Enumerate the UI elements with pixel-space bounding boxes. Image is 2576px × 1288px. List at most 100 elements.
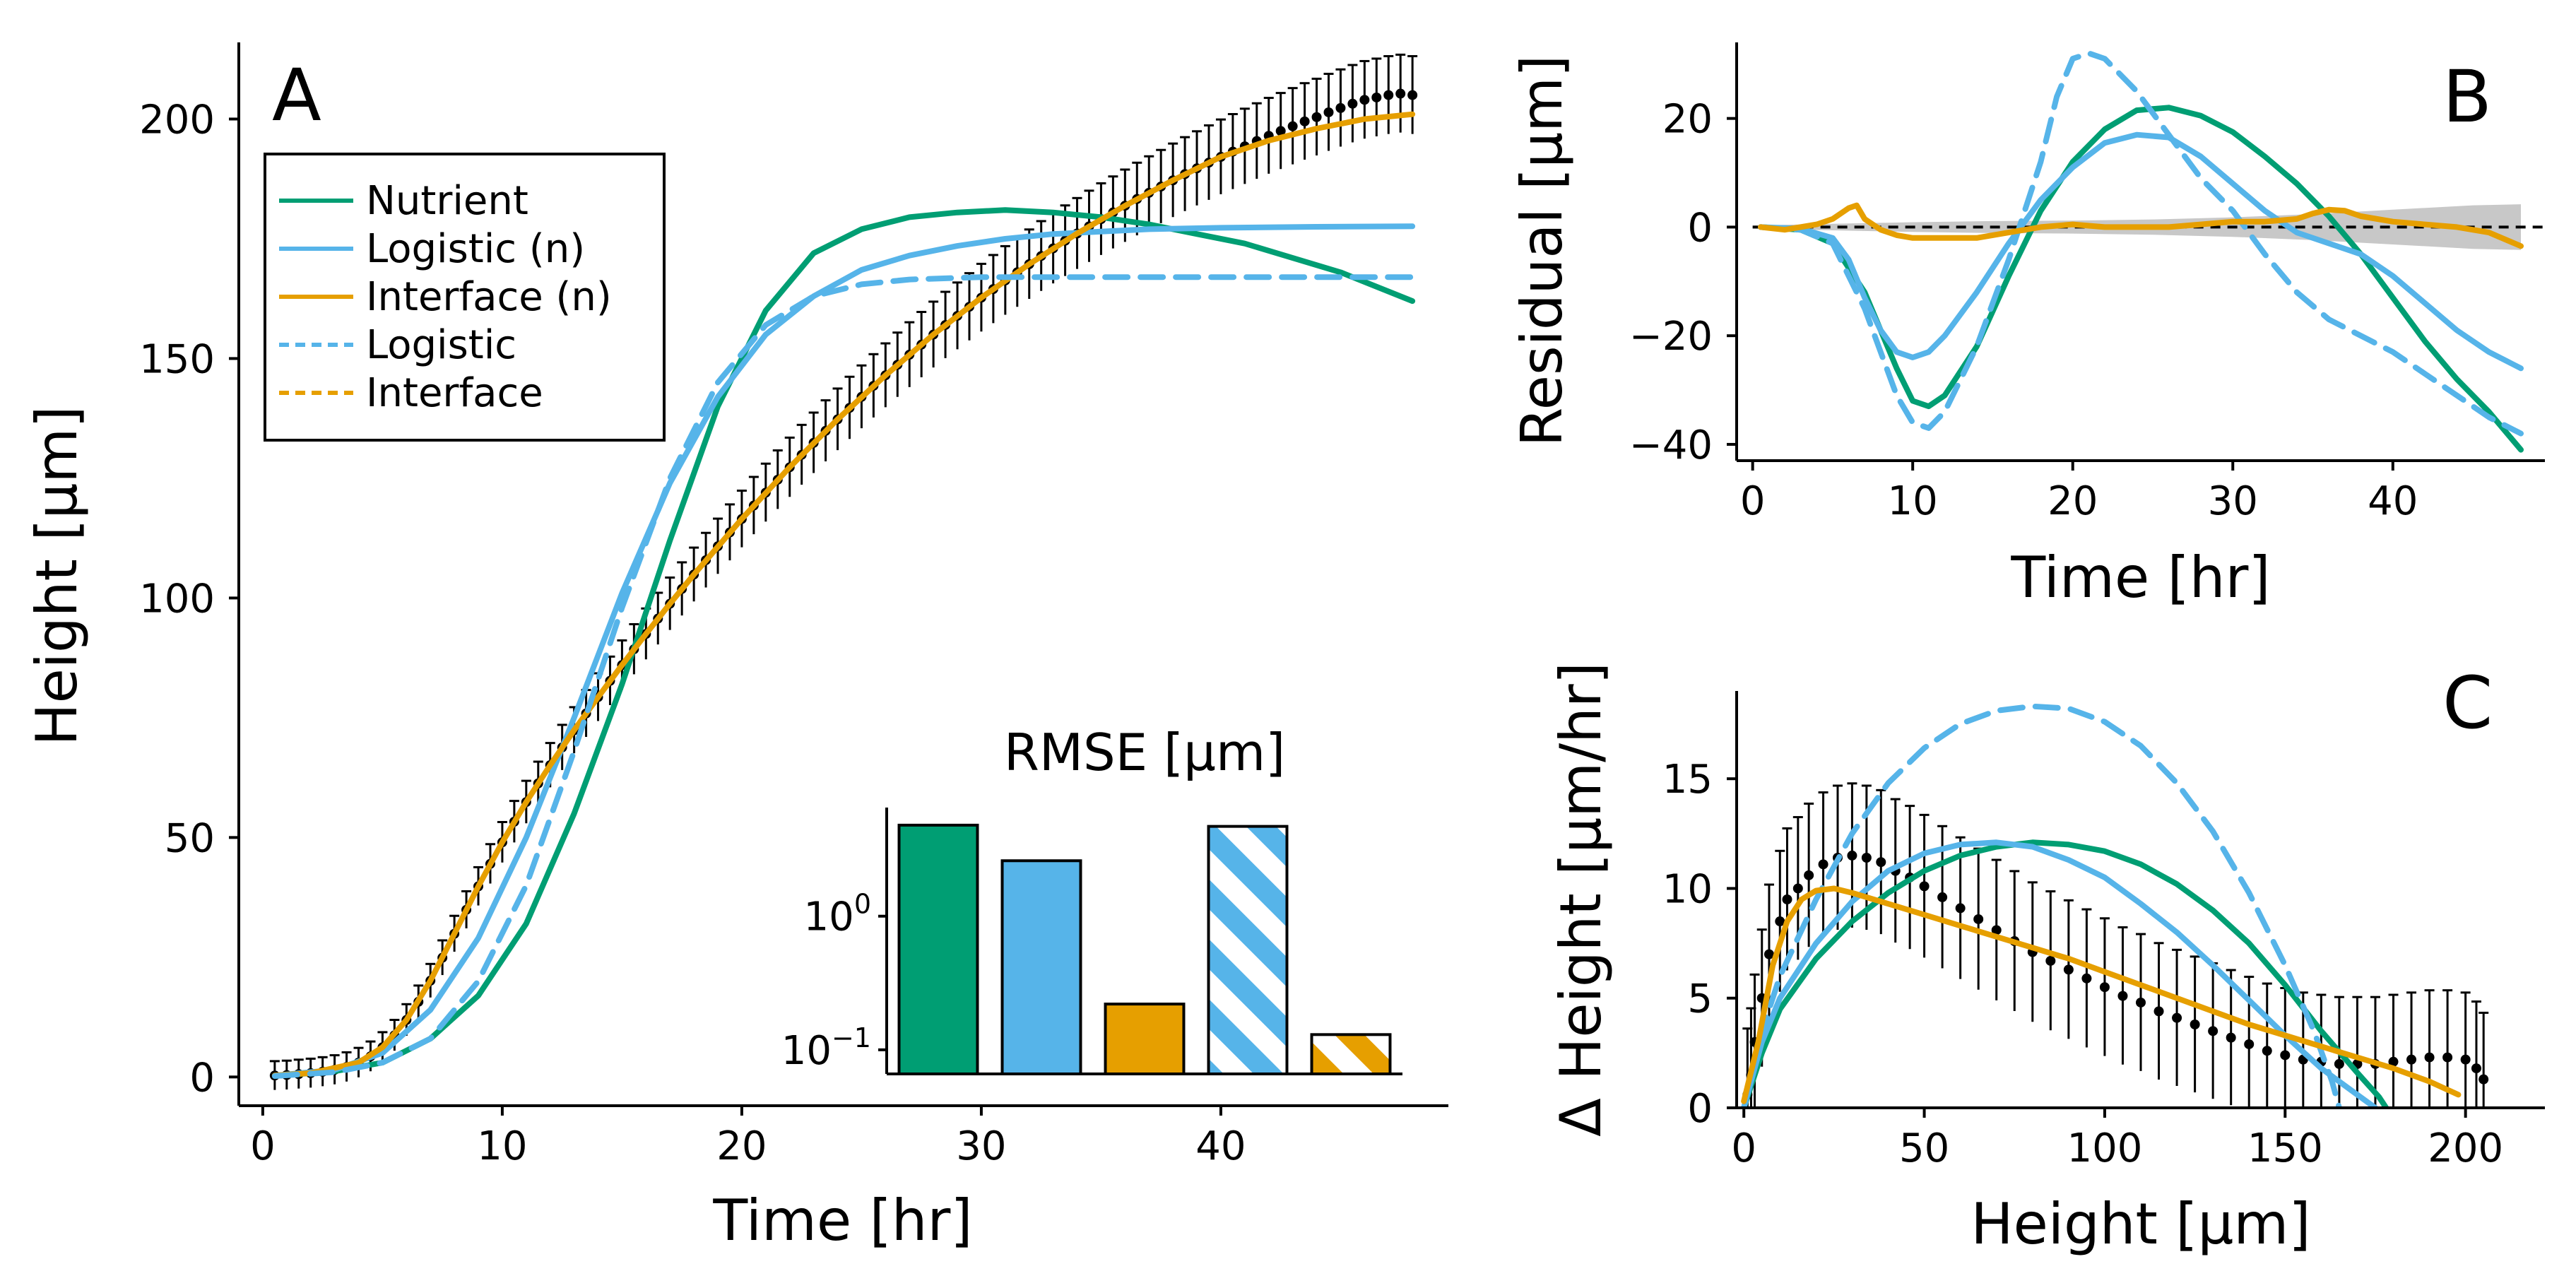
panel-a-data-point xyxy=(1323,107,1334,117)
panel-c-data-point xyxy=(2471,1063,2481,1074)
panel-a-data-point xyxy=(1347,98,1358,109)
panel-b-x-tick-label: 40 xyxy=(2368,478,2418,524)
panel-c-data-point xyxy=(2334,1058,2344,1069)
panel-c-data-point xyxy=(2460,1054,2471,1065)
panel-c-data-point xyxy=(2063,964,2074,975)
panel-c-data-point xyxy=(2190,1020,2200,1029)
legend-label: Interface xyxy=(366,370,543,416)
panel-a-x-tick-label: 30 xyxy=(956,1123,1006,1169)
panel-c-data-point xyxy=(1804,870,1814,880)
panel-c-data-point xyxy=(1847,850,1857,861)
panel-a-data-point xyxy=(1407,90,1418,100)
panel-b-x-tick-label: 10 xyxy=(1888,478,1938,524)
panel-c-data-point xyxy=(1775,916,1785,927)
panel-c-data-point xyxy=(2117,991,2128,1001)
panel-a-letter: A xyxy=(272,54,321,138)
panel-c-x-label: Height [μm] xyxy=(1971,1191,2310,1257)
rmse-inset-bar-chart: RMSE [μm] 10−1 100 xyxy=(781,723,1402,1076)
panel-c-data-point xyxy=(1991,925,2002,935)
panel-c-data-point xyxy=(2172,1012,2182,1023)
panel-c-data-point xyxy=(2262,1046,2272,1056)
panel-a-data-point xyxy=(1287,121,1298,131)
panel-c-series-logistic-n xyxy=(1741,839,2378,1108)
inset-bar xyxy=(1000,859,1082,1076)
legend-label: Nutrient xyxy=(366,178,528,224)
panel-a-series-logistic-n xyxy=(271,223,1416,1079)
panel-c-data-point xyxy=(2226,1032,2236,1043)
panel-c-data-point xyxy=(2208,1026,2218,1036)
panel-b-y-tick-label: 20 xyxy=(1662,97,1713,143)
panel-c-data-point xyxy=(2099,982,2110,993)
panel-c-data-point xyxy=(2442,1052,2453,1063)
panel-b-series-logistic-n xyxy=(1758,131,2524,372)
panel-c-y-label: Δ Height [μm/hr] xyxy=(1548,662,1614,1137)
panel-c-data-point xyxy=(1763,949,1774,959)
panel-a-x-tick-label: 40 xyxy=(1195,1123,1246,1169)
panel-a-x-tick-label: 0 xyxy=(250,1123,276,1169)
panel-c-y-tick-label: 5 xyxy=(1687,976,1713,1022)
legend-label: Logistic (n) xyxy=(366,226,585,272)
panel-c-letter: C xyxy=(2442,661,2493,745)
panel-b-letter: B xyxy=(2442,55,2492,139)
panel-c-data-point xyxy=(2280,1050,2291,1060)
panel-c-data-point xyxy=(2045,955,2056,966)
panel-c-x-tick-label: 200 xyxy=(2428,1125,2503,1171)
panel-a-data-point xyxy=(1371,92,1382,102)
panel-a-growth-curves: 0 10 20 30 40 0 50 100 150 200 A Time [hr] Height… xyxy=(24,42,1448,1253)
panel-a-series-logistic xyxy=(271,274,1416,1079)
panel-b-series-logistic xyxy=(1758,50,2524,437)
panel-c-data-point xyxy=(2424,1052,2435,1063)
panel-b-series-interface-n xyxy=(1758,202,2524,249)
panel-b-x-tick-label: 20 xyxy=(2048,478,2098,524)
panel-a-data-point xyxy=(1395,88,1406,99)
panel-b-y-label: Residual [μm] xyxy=(1509,55,1575,447)
panel-a-x-label: Time [hr] xyxy=(712,1188,972,1253)
panel-a-y-tick-label: 0 xyxy=(189,1055,215,1101)
inset-bar xyxy=(897,823,979,1075)
panel-c-data-point xyxy=(1876,857,1886,868)
panel-a-x-tick-label: 10 xyxy=(477,1123,527,1169)
panel-c-growth-rate: 0 50 100 150 200 0 5 10 15 C Height [μm] Δ Heigh… xyxy=(1548,661,2545,1257)
panel-a-data-point xyxy=(1383,90,1394,100)
panel-c-data-point xyxy=(1937,892,1948,902)
panel-a-data-point xyxy=(1311,112,1322,122)
panel-c-data-point xyxy=(1919,881,1930,892)
panel-b-y-tick-label: 0 xyxy=(1687,205,1713,251)
panel-c-data-point xyxy=(2081,973,2092,983)
panel-c-x-tick-label: 50 xyxy=(1899,1125,1949,1171)
panel-c-data-point xyxy=(1782,894,1792,904)
inset-y-tick-label: 10−1 xyxy=(781,1022,871,1074)
panel-a-data-point xyxy=(1359,95,1370,105)
panel-a-data-point xyxy=(1299,116,1310,126)
panel-b-series-nutrient xyxy=(1758,105,2524,453)
legend-label: Interface (n) xyxy=(366,274,612,320)
panel-c-data-point xyxy=(2153,1006,2164,1017)
panel-c-data-point xyxy=(1861,853,1872,863)
panel-c-y-tick-label: 0 xyxy=(1687,1086,1713,1132)
panel-c-y-tick-label: 15 xyxy=(1662,757,1713,803)
panel-b-x-tick-label: 30 xyxy=(2208,478,2258,524)
panel-b-residuals: 0 10 20 30 40 −40 −20 0 20 B Time [hr] Residual … xyxy=(1509,42,2545,610)
panel-c-data-point xyxy=(1792,883,1803,894)
inset-bar xyxy=(1207,825,1289,1075)
panel-c-x-tick-label: 0 xyxy=(1731,1125,1756,1171)
panel-c-data-point xyxy=(2136,997,2146,1008)
panel-c-y-tick-label: 10 xyxy=(1662,866,1713,912)
panel-c-data-point xyxy=(2478,1074,2489,1085)
panel-a-data-point xyxy=(1275,126,1286,136)
panel-a-series-interface-n xyxy=(271,111,1416,1079)
panel-c-data-point xyxy=(1818,859,1828,870)
legend-label: Logistic xyxy=(366,322,516,368)
panel-a-y-label: Height [μm] xyxy=(24,406,90,745)
panel-b-x-label: Time [hr] xyxy=(2010,545,2270,610)
panel-a-x-tick-label: 20 xyxy=(716,1123,767,1169)
panel-a-y-tick-label: 150 xyxy=(139,336,215,382)
inset-bar xyxy=(1104,1003,1186,1075)
panel-b-x-tick-label: 0 xyxy=(1740,478,1766,524)
panel-c-series-interface-n xyxy=(1741,885,2462,1104)
panel-a-y-tick-label: 50 xyxy=(165,815,215,861)
panel-c-data-point xyxy=(2244,1039,2255,1049)
inset-title: RMSE [μm] xyxy=(1004,723,1285,782)
panel-b-y-tick-label: −40 xyxy=(1629,423,1713,468)
panel-b-y-tick-label: −20 xyxy=(1629,314,1713,360)
